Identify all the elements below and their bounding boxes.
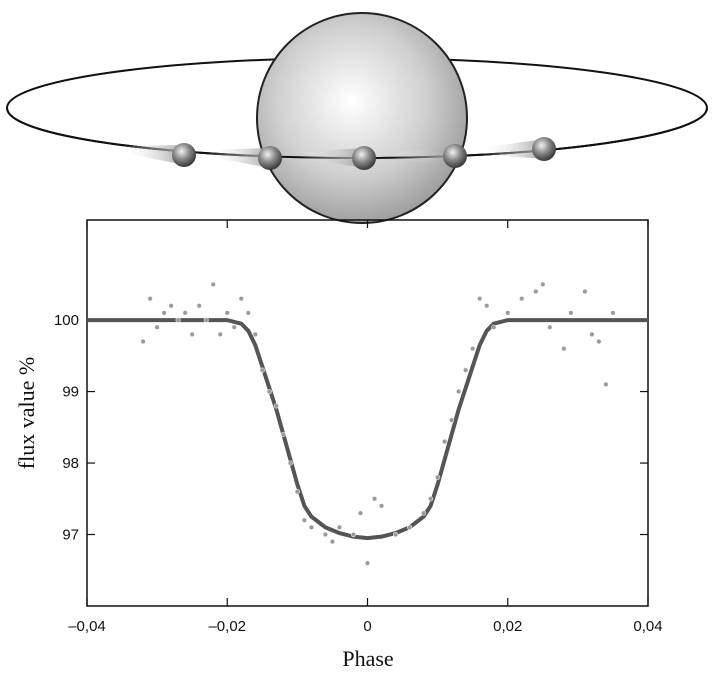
data-point [378, 503, 385, 509]
data-point [449, 417, 455, 423]
data-point [435, 474, 441, 480]
y-tick-label: 100 [54, 312, 79, 329]
data-point [561, 346, 567, 352]
data-point [301, 517, 307, 523]
y-tick-label: 98 [62, 455, 79, 472]
data-point [154, 324, 160, 330]
data-point [175, 317, 181, 323]
data-point [582, 288, 588, 295]
y-axis-label: flux value % [14, 357, 39, 469]
data-point [217, 331, 223, 337]
x-axis-label: Phase [342, 646, 393, 671]
planets [120, 137, 556, 170]
data-point [350, 531, 357, 538]
data-point [210, 281, 216, 287]
data-point [252, 331, 258, 337]
data-point [364, 560, 371, 566]
data-point [477, 296, 483, 302]
data-point [287, 460, 293, 466]
x-tick-label: –0,02 [208, 618, 246, 635]
data-point [533, 288, 539, 295]
x-tick-label: 0,02 [493, 618, 522, 635]
data-point [357, 510, 364, 516]
y-tick-label: 97 [62, 527, 79, 544]
data-point [547, 324, 553, 330]
data-point [189, 331, 195, 337]
data-point [596, 338, 602, 345]
data-point [589, 331, 595, 337]
data-point [610, 310, 616, 316]
data-point [406, 524, 413, 530]
data-point [294, 489, 300, 495]
plot-frame [86, 219, 649, 607]
data-point [519, 296, 525, 302]
data-point [196, 303, 202, 309]
data-point [463, 367, 469, 373]
data-point [224, 310, 230, 316]
data-point [421, 510, 427, 516]
data-point [428, 496, 434, 502]
data-point [147, 296, 153, 302]
data-point [231, 324, 237, 330]
data-point [273, 403, 279, 409]
y-tick-label: 99 [62, 384, 79, 401]
data-point [329, 539, 336, 545]
data-point [456, 388, 462, 395]
data-point [491, 324, 497, 330]
star [256, 12, 468, 224]
data-point [266, 388, 272, 395]
data-point [336, 524, 343, 530]
x-tick-label: 0 [363, 618, 371, 635]
data-point [484, 303, 490, 309]
data-point [505, 310, 511, 316]
data-point [371, 496, 378, 502]
data-point [168, 303, 174, 309]
data-point [392, 531, 399, 538]
data-point [442, 438, 448, 445]
model-curve [87, 318, 648, 541]
data-point [308, 524, 315, 530]
data-point [140, 338, 146, 345]
data-point [182, 310, 188, 316]
x-tick-label: 0,04 [633, 618, 662, 635]
data-point [245, 310, 251, 316]
x-tick-label: –0,04 [68, 618, 106, 635]
data-point [259, 367, 265, 373]
data-point [540, 281, 546, 287]
data-point [161, 310, 167, 316]
data-point [603, 381, 609, 388]
transit-diagram [6, 12, 708, 224]
data-point [322, 531, 329, 538]
data-point [568, 310, 574, 316]
data-point [470, 346, 476, 352]
data-point [238, 296, 244, 302]
data-point [280, 431, 286, 438]
data-point [203, 317, 209, 323]
